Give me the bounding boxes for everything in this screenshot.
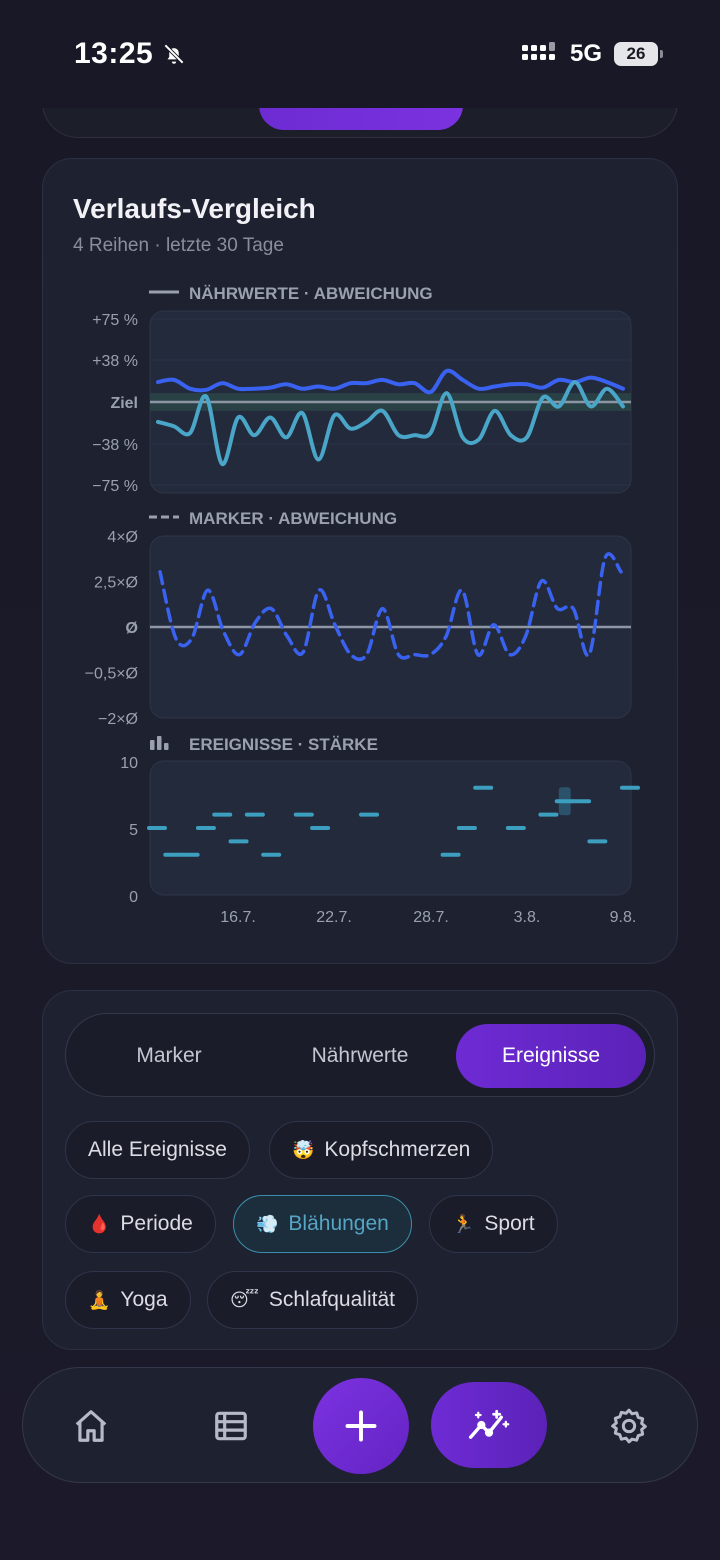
blood-drop-icon: 🩸 xyxy=(88,1213,111,1234)
runner-icon: 🏃 xyxy=(452,1213,475,1234)
panel-title-marker: MARKER · ABWEICHUNG xyxy=(189,509,397,528)
filter-card: Marker Nährwerte Ereignisse Alle Ereigni… xyxy=(42,990,678,1350)
network-label: 5G xyxy=(569,40,602,67)
chip-kopfschmerzen[interactable]: 🤯 Kopfschmerzen xyxy=(269,1121,494,1179)
yoga-icon: 🧘 xyxy=(88,1289,111,1310)
chart-area: NÄHRWERTE · ABWEICHUNG +75 % +38 % Ziel −38 … xyxy=(85,284,640,926)
nav-settings[interactable] xyxy=(599,1398,659,1454)
signal-icon xyxy=(521,42,555,60)
chip-label: Alle Ereignisse xyxy=(88,1138,227,1161)
nav-list[interactable] xyxy=(201,1398,261,1454)
chip-alle-ereignisse[interactable]: Alle Ereignisse xyxy=(65,1121,250,1179)
bottom-nav xyxy=(22,1367,698,1483)
chip-label: Kopfschmerzen xyxy=(324,1138,471,1161)
chip-label: Schlafqualität xyxy=(268,1288,395,1311)
tab-naehrwerte[interactable]: Nährwerte xyxy=(311,1044,409,1067)
panel-title-naehrwerte: NÄHRWERTE · ABWEICHUNG xyxy=(189,284,433,303)
y-tick-label: +38 % xyxy=(92,353,138,370)
gear-icon xyxy=(611,1408,647,1444)
panel-title-ereignisse: EREIGNISSE · STÄRKE xyxy=(189,735,378,754)
legend-bars-icon xyxy=(150,740,155,750)
tab-ereignisse[interactable]: Ereignisse xyxy=(456,1024,646,1088)
status-bar: 13:25 5G 26 xyxy=(0,0,720,108)
y-tick-label: Ziel xyxy=(110,395,138,412)
y-tick-label: −0,5×Ø xyxy=(85,666,138,683)
series-line-naehrwerte-2 xyxy=(156,380,625,466)
plus-icon xyxy=(345,1410,377,1442)
chip-sport[interactable]: 🏃 Sport xyxy=(429,1195,558,1253)
chip-label: Blähungen xyxy=(288,1212,389,1235)
insights-icon xyxy=(468,1409,510,1439)
x-tick-label: 16.7. xyxy=(220,909,256,926)
y-tick-label: −2×Ø xyxy=(98,711,138,728)
x-tick-label: 28.7. xyxy=(413,909,449,926)
chip-label: Yoga xyxy=(120,1288,168,1311)
tab-marker[interactable]: Marker xyxy=(136,1044,202,1067)
series-type-tabs: Marker Nährwerte Ereignisse xyxy=(65,1013,655,1097)
y-tick-label: −75 % xyxy=(92,478,138,495)
card-subtitle: 4 Reihen · letzte 30 Tage xyxy=(73,235,284,256)
y-tick-label: 5 xyxy=(129,822,138,839)
bell-muted-icon xyxy=(164,44,185,64)
chip-schlafqualitaet[interactable]: 😴 Schlafqualität xyxy=(207,1271,418,1329)
y-tick-label: +75 % xyxy=(92,312,138,329)
list-icon xyxy=(215,1411,247,1441)
wind-icon: 💨 xyxy=(256,1213,279,1234)
status-time: 13:25 xyxy=(74,37,154,70)
series-line-naehrwerte-1 xyxy=(156,368,625,395)
nav-insights[interactable] xyxy=(431,1382,547,1468)
chip-yoga[interactable]: 🧘 Yoga xyxy=(65,1271,191,1329)
x-tick-label: 3.8. xyxy=(514,909,541,926)
y-tick-label: 4×Ø xyxy=(107,529,138,546)
legend-bars-icon xyxy=(157,736,162,750)
y-tick-label: 2,5×Ø xyxy=(94,575,138,592)
battery-indicator: 26 xyxy=(614,42,663,66)
y-tick-label: −38 % xyxy=(92,437,138,454)
y-tick-label: Ø xyxy=(126,620,138,637)
y-tick-label: 10 xyxy=(120,755,138,772)
chip-periode[interactable]: 🩸 Periode xyxy=(65,1195,216,1253)
sleeping-face-icon: 😴 xyxy=(230,1289,259,1310)
home-icon xyxy=(75,1410,107,1442)
x-tick-label: 22.7. xyxy=(316,909,352,926)
status-bar-bg xyxy=(0,0,720,108)
x-tick-label: 9.8. xyxy=(610,909,637,926)
series-line-marker xyxy=(158,552,623,662)
y-tick-label: 0 xyxy=(129,889,138,906)
plot-bg-ereignisse xyxy=(149,760,632,896)
chip-label: Periode xyxy=(120,1212,193,1235)
trend-comparison-card: Verlaufs-Vergleich 4 Reihen · letzte 30 … xyxy=(42,158,678,964)
chip-blaehungen[interactable]: 💨 Blähungen xyxy=(233,1195,412,1253)
nav-home[interactable] xyxy=(61,1398,121,1454)
add-entry-button[interactable] xyxy=(313,1378,409,1474)
exploding-head-icon: 🤯 xyxy=(292,1139,315,1160)
legend-bars-icon xyxy=(164,743,169,750)
chip-label: Sport xyxy=(484,1212,535,1235)
card-title: Verlaufs-Vergleich xyxy=(73,193,316,224)
